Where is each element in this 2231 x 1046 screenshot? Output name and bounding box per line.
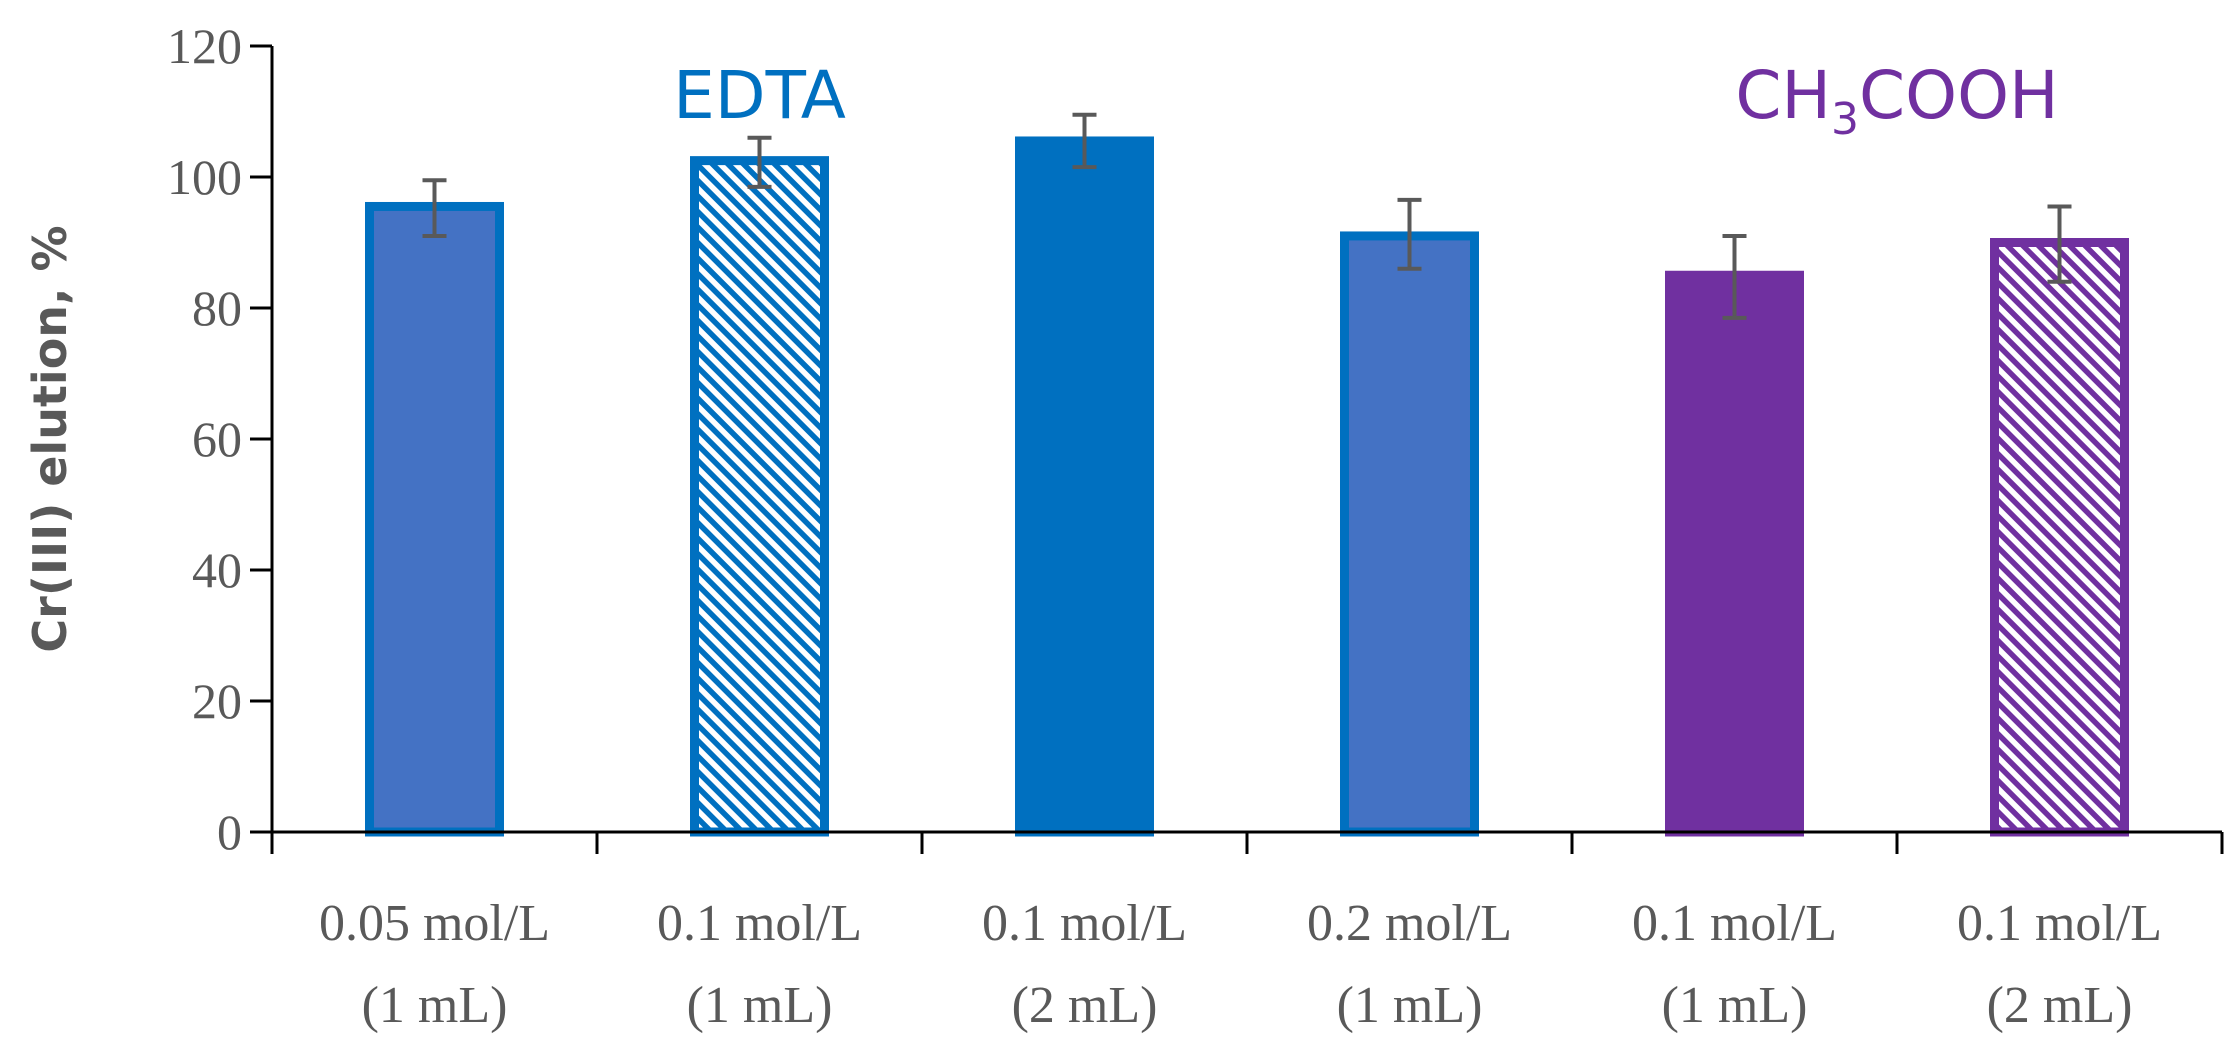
category-label-5: 0.1 mol/L	[1632, 895, 1837, 952]
category-label-2: 0.1 mol/L	[657, 895, 862, 952]
category-sublabel-6: (2 mL)	[1987, 977, 2133, 1034]
bar-5	[1665, 270, 1804, 837]
bar-4	[1340, 231, 1479, 837]
y-tick-label-80: 80	[192, 280, 242, 336]
category-sublabel-2: (1 mL)	[687, 977, 833, 1034]
error-bars-layer	[422, 112, 2072, 320]
bar-6	[1990, 238, 2129, 837]
y-axis-title: Cr(III) elution, %	[23, 225, 77, 652]
y-tick-label-100: 100	[167, 149, 242, 205]
y-tick-label-20: 20	[192, 673, 242, 729]
category-sublabel-3: (2 mL)	[1012, 977, 1158, 1034]
category-sublabel-1: (1 mL)	[362, 977, 508, 1034]
group-label-1: EDTA	[673, 57, 846, 134]
bar-1	[365, 201, 504, 837]
axes-layer	[250, 44, 2224, 854]
category-sublabel-5: (1 mL)	[1662, 977, 1808, 1034]
y-tick-label-60: 60	[192, 411, 242, 467]
y-tick-label-0: 0	[217, 804, 242, 860]
category-label-4: 0.2 mol/L	[1307, 895, 1512, 952]
group-label-2: CH3COOH	[1735, 57, 2058, 145]
bar-2	[690, 156, 829, 837]
y-tick-label-120: 120	[167, 18, 242, 74]
labels-layer: 0 20 40 60 80 100 120 0.05 mol/L (1 mL) 0.1 mol/L…	[23, 18, 2162, 1034]
y-tick-label-40: 40	[192, 542, 242, 598]
category-label-6: 0.1 mol/L	[1957, 895, 2162, 952]
bars-layer	[365, 136, 2129, 837]
category-sublabel-4: (1 mL)	[1337, 977, 1483, 1034]
category-label-3: 0.1 mol/L	[982, 895, 1187, 952]
bar-3	[1015, 136, 1154, 837]
category-label-1: 0.05 mol/L	[319, 895, 550, 952]
